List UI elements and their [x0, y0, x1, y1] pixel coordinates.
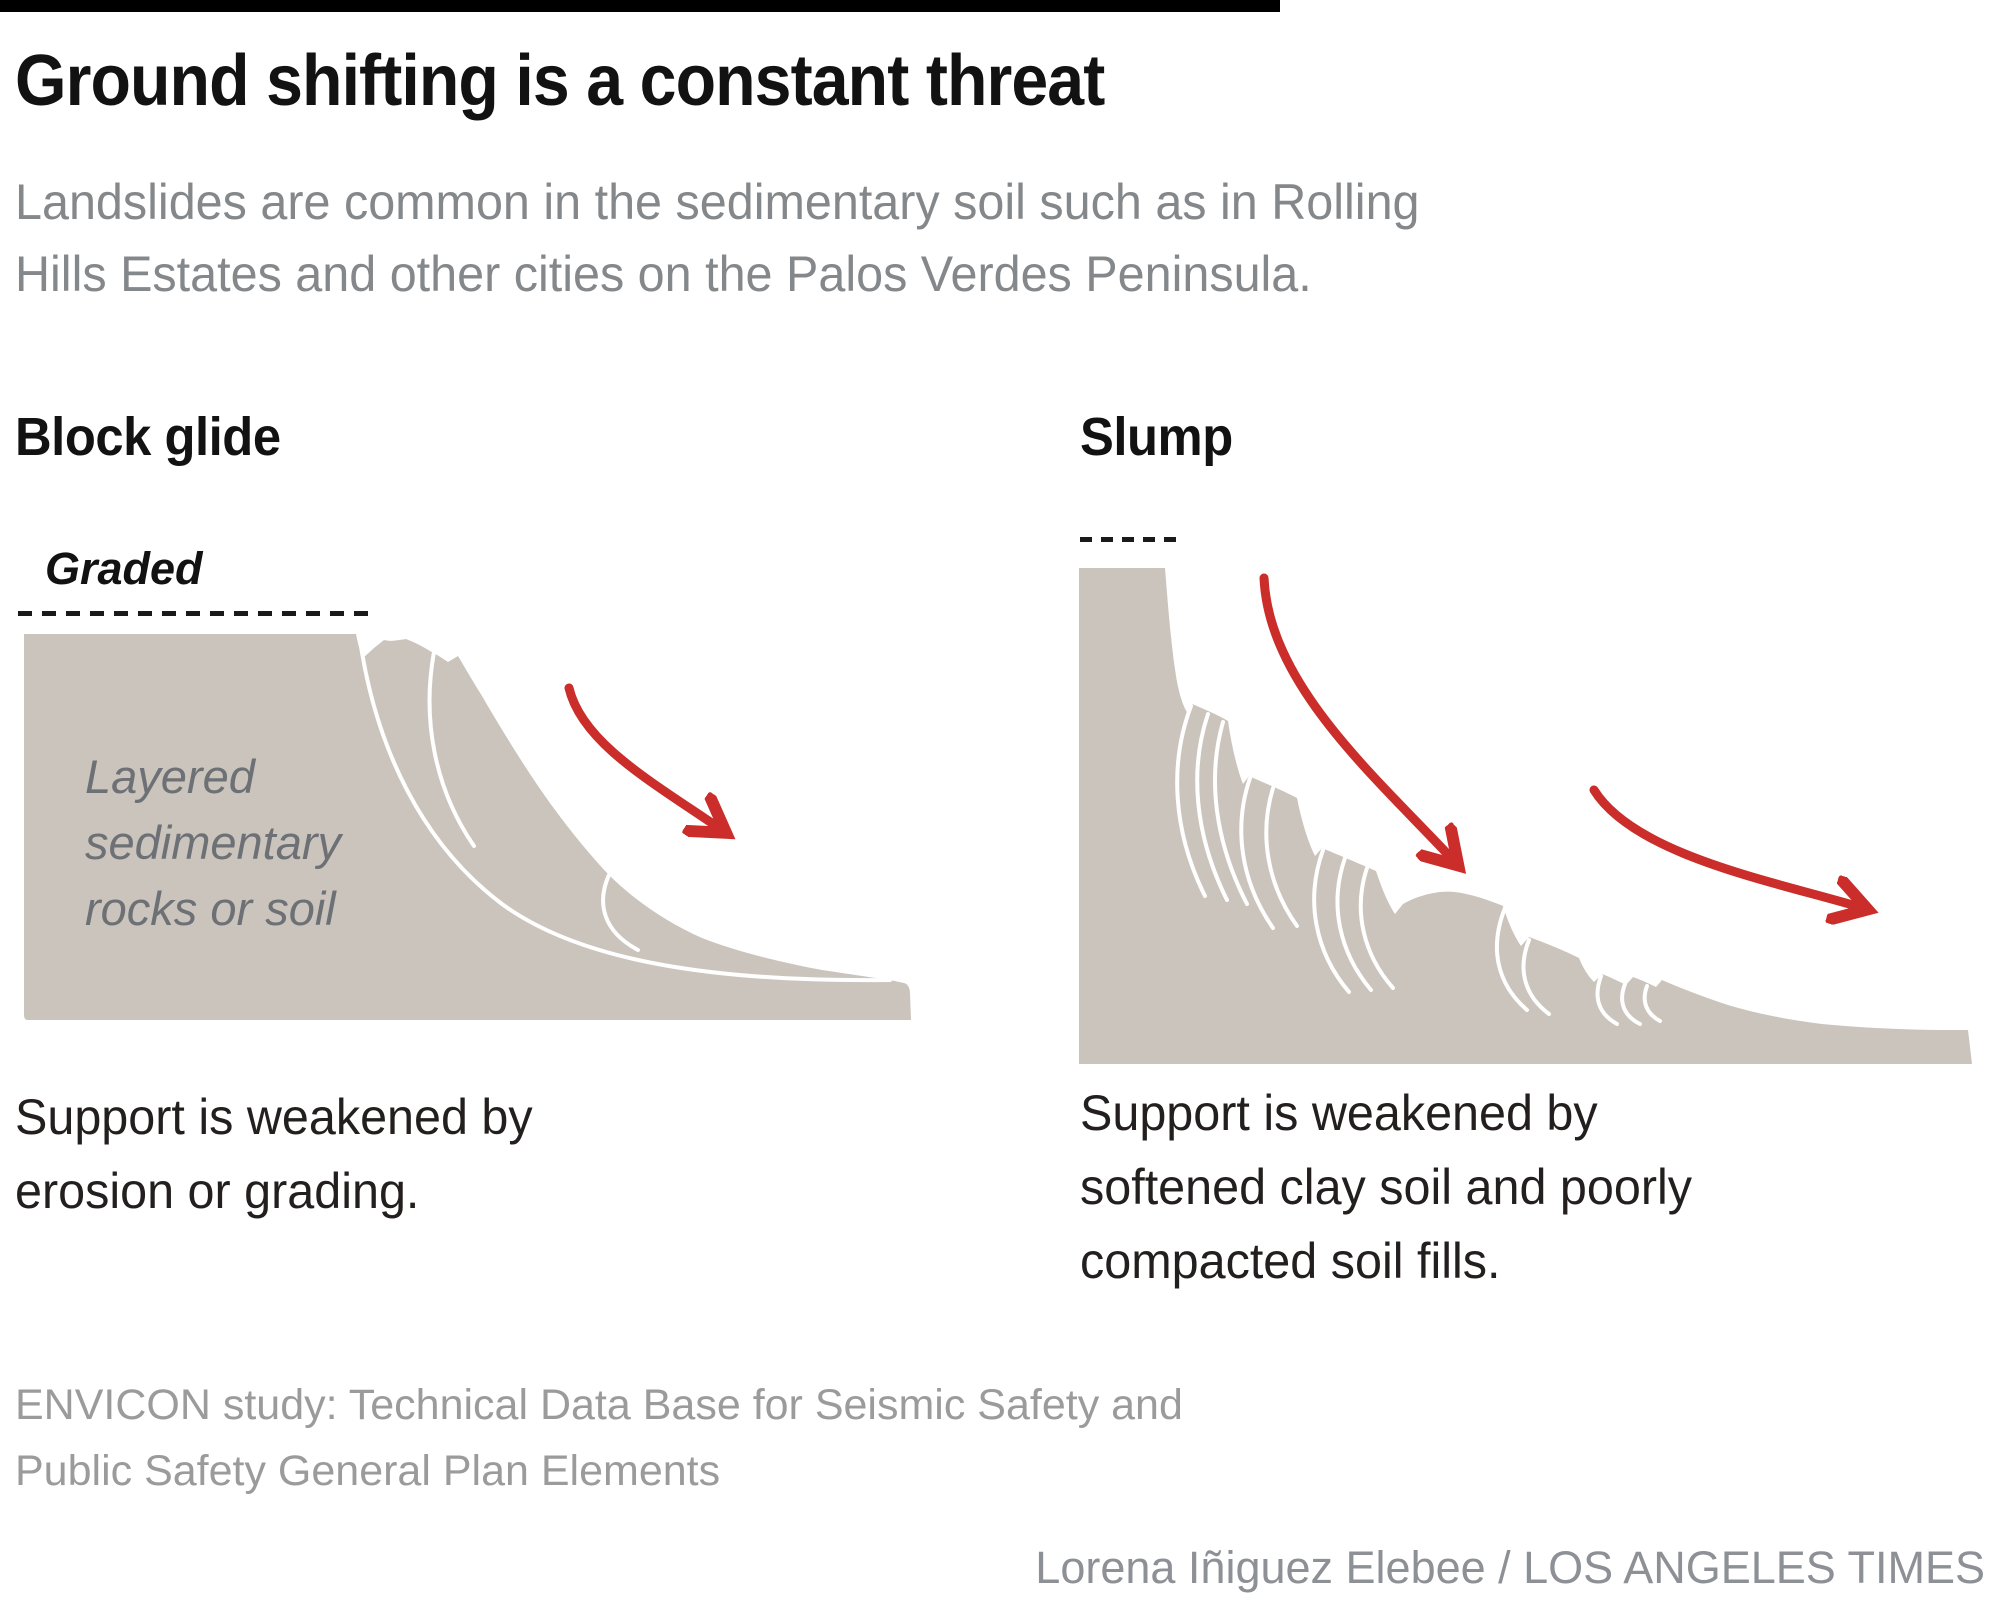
page-subtitle-line1: Landslides are common in the sedimentary… — [15, 174, 1420, 230]
source-note-line2: Public Safety General Plan Elements — [15, 1447, 721, 1495]
graded-level-dashed-line — [18, 611, 370, 616]
slip-surface-line — [1175, 704, 1207, 898]
slip-surface-line — [1312, 848, 1351, 994]
graded-label: Graded — [45, 543, 203, 594]
top-rule — [0, 0, 1280, 12]
original-level-dashed-line — [1080, 537, 1176, 542]
page-title: Ground shifting is a constant threat — [15, 41, 1105, 121]
downslope-slide-arrow-icon — [1589, 785, 1863, 908]
slip-surface-line — [1521, 938, 1551, 1016]
credit-line: Lorena Iñiguez Elebee / LOS ANGELES TIME… — [1035, 1542, 1985, 1593]
slump-caption: Support is weakened by softened clay soi… — [1080, 1076, 1692, 1298]
block-glide-landform — [24, 634, 911, 1020]
slip-surface-line — [1494, 906, 1529, 1012]
section-heading-block-glide: Block glide — [15, 407, 281, 467]
slump-caption-line2: softened clay soil and poorly — [1080, 1159, 1693, 1215]
block-glide-caption-line2: erosion or grading. — [15, 1163, 420, 1219]
layered-rock-label: Layered sedimentary rocks or soil — [85, 744, 341, 942]
slump-caption-line3: compacted soil fills. — [1080, 1233, 1501, 1289]
section-heading-slump: Slump — [1080, 407, 1233, 467]
slump-diagram — [1079, 568, 1972, 1064]
slip-surface-line — [358, 638, 892, 983]
layered-rock-label-line1: Layered — [85, 750, 255, 803]
slip-surface-line — [1264, 786, 1299, 928]
slip-surface-line — [427, 650, 476, 848]
block-glide-diagram — [24, 634, 911, 1020]
slip-surface-line — [1358, 866, 1395, 990]
source-note-line1: ENVICON study: Technical Data Base for S… — [15, 1381, 1183, 1429]
source-note: ENVICON study: Technical Data Base for S… — [15, 1372, 1183, 1504]
slip-surface-line — [1335, 856, 1373, 992]
page-subtitle: Landslides are common in the sedimentary… — [15, 166, 1420, 310]
page-subtitle-line2: Hills Estates and other cities on the Pa… — [15, 246, 1312, 302]
slip-surface-line — [1595, 974, 1619, 1026]
slip-surface-line — [1213, 720, 1249, 906]
slip-surface-line — [1239, 776, 1275, 930]
slip-surface-line — [601, 873, 640, 952]
downslope-slide-arrow-icon — [1259, 573, 1455, 862]
downslope-slide-arrow-icon — [564, 683, 722, 830]
layered-rock-label-line2: sedimentary — [85, 816, 341, 869]
slip-surface-line — [1195, 712, 1229, 902]
slump-landform — [1079, 568, 1972, 1064]
block-glide-caption: Support is weakened by erosion or gradin… — [15, 1080, 533, 1228]
slip-surface-line — [1642, 984, 1662, 1023]
slip-surface-line — [1620, 982, 1642, 1026]
block-glide-caption-line1: Support is weakened by — [15, 1089, 533, 1145]
layered-rock-label-line3: rocks or soil — [85, 882, 336, 935]
slump-caption-line1: Support is weakened by — [1080, 1085, 1598, 1141]
